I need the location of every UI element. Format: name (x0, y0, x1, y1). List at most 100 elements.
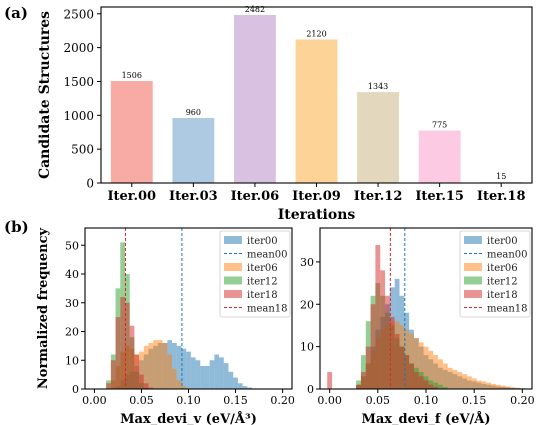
bar-chart: 1506 Iter.00 960 Iter.03 2482 Iter.06 2120 Iter… (37, 5, 533, 223)
hist-bar (214, 354, 220, 389)
bar-iter-09 (295, 39, 338, 183)
hist-bar (139, 374, 144, 389)
legend-entry: iter18 (247, 290, 278, 301)
legend-entry: iter06 (487, 263, 518, 274)
bar-iter-03 (172, 118, 215, 183)
hist-bar (228, 371, 234, 389)
x-tick-label: Iter.06 (231, 189, 280, 204)
hist-bar (172, 343, 177, 389)
y-tick-label: 0 (307, 383, 314, 396)
data-label: 2482 (245, 5, 265, 14)
x-tick-label: 0.05 (129, 394, 154, 407)
histogram-right: 0.00 0.05 0.10 0.15 0.20 0 10 20 30 Max_devi_f (e… (300, 227, 535, 425)
legend-entry: iter18 (487, 290, 518, 301)
hist-bar (176, 345, 182, 389)
x-tick-label: Iter.00 (107, 189, 156, 204)
x-axis-label: Max_devi_f (eV/Å) (361, 411, 490, 425)
hist-bar (380, 270, 386, 389)
y-tick-label: 500 (71, 143, 94, 157)
hist-bar (148, 343, 154, 389)
hist-bar (423, 346, 429, 389)
series-iter18 (327, 244, 439, 389)
legend-marker-iter12 (464, 276, 482, 285)
hist-bar (110, 360, 116, 389)
hist-bar (139, 351, 144, 389)
hist-bar (428, 384, 434, 389)
y-tick-label: 0 (86, 177, 94, 191)
legend-entry: mean00 (487, 250, 528, 261)
legend-marker-iter00 (464, 236, 482, 244)
data-label: 960 (186, 108, 201, 117)
y-tick-label: 0 (72, 383, 79, 396)
hist-bar (515, 387, 520, 389)
hist-bar (423, 380, 429, 389)
hist-bar (134, 354, 140, 389)
hist-bar (447, 367, 453, 389)
legend-marker-iter00 (224, 236, 242, 244)
plot-frame (319, 227, 533, 390)
legend-marker-iter06 (464, 263, 482, 271)
hist-bar (365, 346, 371, 389)
y-tick-label: 50 (65, 239, 79, 252)
data-label: 2120 (306, 29, 326, 38)
x-tick-label: Iter.09 (292, 189, 341, 204)
hist-bar (106, 383, 111, 389)
hist-bar (466, 376, 472, 389)
hist-bar (209, 360, 215, 389)
panel-b-label: (b) (4, 218, 29, 236)
hist-bar (143, 345, 149, 389)
data-label: 15 (496, 172, 506, 181)
hist-bar (438, 359, 443, 389)
y-tick-label: 10 (65, 354, 79, 367)
hist-bar (457, 372, 463, 389)
hist-bar (409, 363, 414, 389)
y-axis-label: Candidate Structures (37, 11, 53, 179)
hist-bar (481, 381, 487, 389)
hist-bar (247, 387, 253, 389)
hist-bar (327, 372, 333, 389)
hist-bar (370, 304, 376, 389)
hist-bar (476, 380, 482, 389)
bar-iter-06 (233, 14, 276, 184)
legend-entry: iter12 (487, 277, 518, 288)
x-tick-label: 0.15 (462, 394, 487, 407)
hist-bar (204, 366, 210, 389)
hist-bar (153, 340, 158, 389)
hist-bar (143, 383, 149, 389)
x-tick-label: Iter.03 (169, 189, 218, 204)
hist-bar (433, 382, 439, 389)
hist-bar (495, 384, 501, 389)
y-tick-label: 2500 (63, 7, 94, 21)
y-tick-label: 20 (300, 298, 314, 311)
hist-bar (190, 357, 196, 389)
hist-bar (389, 316, 395, 389)
x-tick-label: 0.10 (414, 394, 439, 407)
plot-frame (84, 227, 293, 390)
hist-bar (200, 366, 205, 389)
hist-bar (452, 369, 458, 389)
hist-bar (438, 384, 443, 389)
hist-bar (375, 244, 381, 389)
hist-bar (418, 342, 424, 389)
y-axis-label: Normalized frequency (36, 227, 51, 389)
hist-bar (433, 386, 439, 389)
hist-bar (219, 357, 224, 389)
legend-entry: iter00 (247, 236, 278, 247)
x-tick-label: 0.00 (82, 394, 107, 407)
hist-bar (399, 346, 405, 389)
bar-iter-00 (110, 81, 153, 183)
legend-entry: iter06 (247, 263, 278, 274)
y-tick-label: 40 (65, 268, 79, 281)
x-tick-label: 0.20 (510, 394, 535, 407)
hist-bar (181, 348, 187, 389)
hist-bar (433, 355, 439, 389)
series-iter18 (106, 297, 154, 389)
hist-bar (356, 384, 361, 389)
hist-bar (462, 374, 467, 389)
hist-bar (413, 338, 419, 389)
hist-bar (233, 377, 238, 389)
hist-bar (491, 383, 496, 389)
x-tick-label: 0.15 (223, 394, 248, 407)
x-axis-label: Max_devi_v (eV/Å³) (120, 411, 257, 425)
